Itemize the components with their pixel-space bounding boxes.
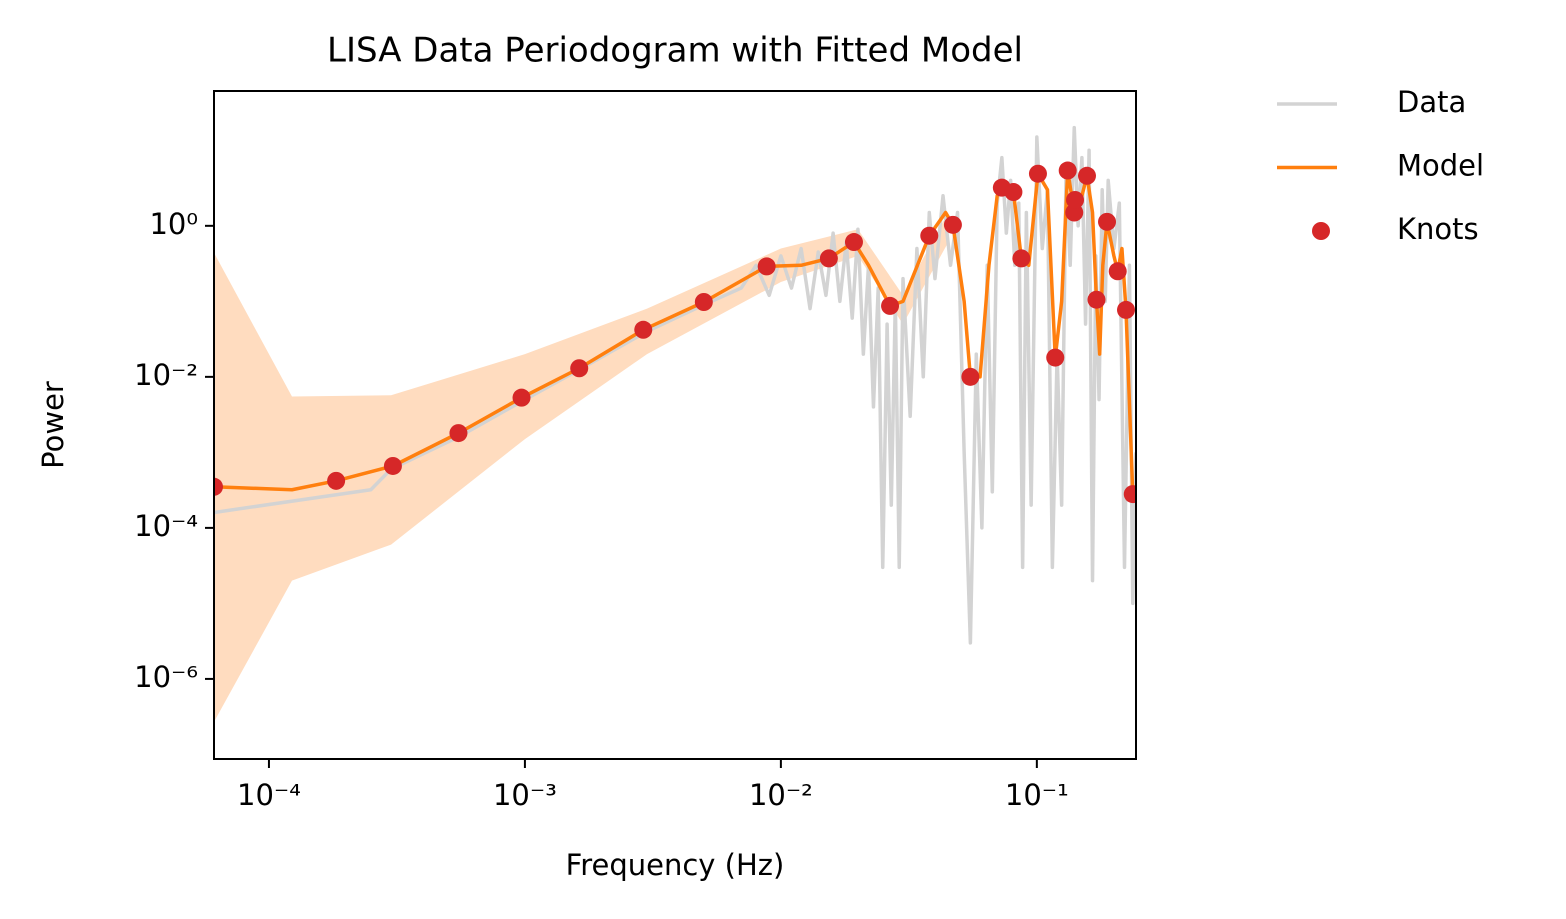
knot-marker <box>1012 249 1031 268</box>
knot-marker <box>881 296 900 315</box>
plot-area <box>214 125 1136 722</box>
x-axis-label: Frequency (Hz) <box>566 848 785 882</box>
knot-marker <box>943 215 962 234</box>
knot-marker <box>694 292 713 311</box>
knot-marker <box>449 424 468 443</box>
knot-marker <box>1028 164 1047 183</box>
legend-label: Data <box>1397 85 1466 119</box>
x-tick-label: 10⁻³ <box>493 778 557 812</box>
knot-marker <box>844 233 863 252</box>
y-axis-label: Power <box>36 381 70 469</box>
knot-marker <box>512 388 531 407</box>
knot-marker <box>570 359 589 378</box>
y-tick-label: 10⁰ <box>149 207 198 241</box>
chart-title: LISA Data Periodogram with Fitted Model <box>327 31 1023 71</box>
y-tick-label: 10⁻⁴ <box>134 509 198 543</box>
knot-marker <box>1123 485 1136 504</box>
knot-marker <box>1058 161 1077 180</box>
knot-marker <box>383 456 402 475</box>
legend-label: Knots <box>1397 212 1479 246</box>
y-tick-label: 10⁻² <box>134 358 198 392</box>
knot-marker <box>920 226 939 245</box>
knot-marker <box>819 249 838 268</box>
confidence-band <box>214 212 949 722</box>
knot-marker <box>1066 190 1085 209</box>
series-line <box>214 125 1136 645</box>
series-line <box>214 168 1135 495</box>
knot-marker <box>1004 183 1023 202</box>
legend-marker <box>1312 222 1330 240</box>
x-tick-label: 10⁻² <box>749 778 813 812</box>
knot-marker <box>1098 212 1117 231</box>
knot-marker <box>1077 166 1096 185</box>
knot-marker <box>327 471 346 490</box>
knot-marker <box>961 367 980 386</box>
knot-marker <box>634 320 653 339</box>
knot-marker <box>1046 348 1065 367</box>
knot-marker <box>757 257 776 276</box>
y-tick-label: 10⁻⁶ <box>134 660 198 694</box>
knot-marker <box>1116 300 1135 319</box>
knot-marker <box>1087 290 1106 309</box>
knot-marker <box>214 477 223 496</box>
knot-marker <box>1108 262 1127 281</box>
x-tick-label: 10⁻⁴ <box>237 778 301 812</box>
legend-label: Model <box>1397 149 1484 183</box>
axes-frame <box>213 90 1137 760</box>
x-tick-label: 10⁻¹ <box>1005 778 1069 812</box>
